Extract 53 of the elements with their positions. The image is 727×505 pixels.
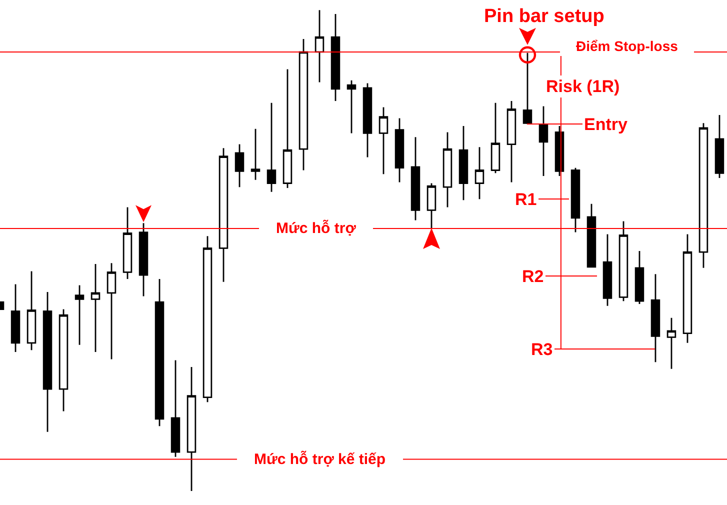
annotation: Entry [584, 115, 628, 134]
candlestick [474, 146, 484, 200]
candlestick [602, 234, 612, 307]
candlestick [106, 262, 116, 360]
annotation: R1 [515, 190, 537, 209]
candlestick [570, 167, 580, 233]
candlestick [714, 114, 724, 179]
ref-line-label: Điểm Stop-loss [562, 38, 692, 54]
candlestick [394, 118, 404, 183]
candlestick [650, 273, 660, 363]
annotation: Risk (1R) [546, 77, 620, 96]
candlestick [538, 106, 548, 177]
annotation: Pin bar setup [484, 6, 604, 27]
candlestick [218, 147, 228, 283]
candlestick [74, 284, 84, 346]
candlestick [26, 270, 36, 351]
candlestick [682, 234, 692, 344]
candlestick [266, 102, 276, 193]
candlestick [698, 122, 708, 269]
candlestick [426, 182, 436, 229]
candlestick [90, 263, 100, 353]
annotation: R3 [531, 340, 553, 359]
candlestick [362, 82, 372, 158]
candlestick [490, 102, 500, 174]
candlestick [154, 278, 164, 427]
ref-line-label: Mức hỗ trợ [261, 219, 371, 237]
candlestick [410, 136, 420, 221]
candlestick [522, 52, 532, 125]
candlestick [170, 360, 180, 458]
candlestick [42, 291, 52, 433]
candlestick [458, 125, 468, 201]
candlestick [234, 144, 244, 188]
candlestick [618, 220, 628, 302]
candlestick [506, 100, 516, 183]
candlestick [282, 68, 292, 189]
candlestick [58, 308, 68, 412]
candlestick [330, 13, 340, 102]
candlestick [378, 106, 388, 175]
candlestick [442, 132, 452, 208]
candlestick [202, 235, 212, 403]
candlestick [298, 38, 308, 171]
candlestick [10, 284, 20, 353]
candlestick [634, 250, 644, 305]
candlestick [138, 222, 148, 297]
annotation: R2 [522, 267, 544, 286]
candlestick [186, 366, 196, 492]
ref-line-label: Mức hỗ trợ kế tiếp [239, 450, 401, 468]
candlestick [586, 203, 596, 268]
candlestick [666, 317, 676, 370]
candlestick [250, 128, 260, 181]
candlestick [346, 80, 356, 134]
candlestick [314, 9, 324, 83]
candlestick [122, 206, 132, 280]
